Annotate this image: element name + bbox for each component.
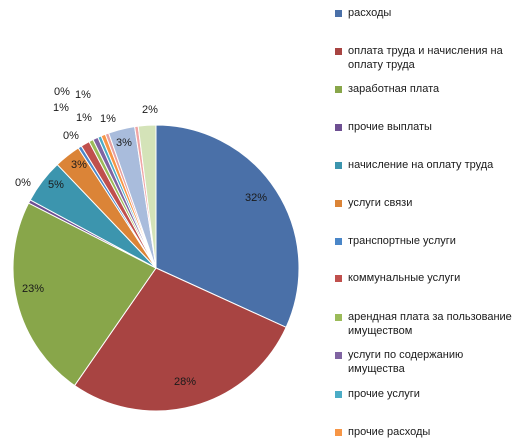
slice-data-label: 32%: [245, 192, 267, 204]
slice-data-label: 3%: [71, 159, 87, 171]
slice-data-label: 0%: [54, 86, 70, 98]
legend-label: прочие расходы: [348, 426, 431, 438]
legend-swatch: [335, 429, 342, 436]
slice-data-label: 1%: [53, 102, 69, 114]
legend-label: оплата труда и начисления на оплату труд…: [348, 45, 503, 71]
legend-swatch: [335, 275, 342, 282]
slice-data-label: 0%: [15, 177, 31, 189]
legend-label: расходы: [348, 7, 392, 19]
slice-data-label: 2%: [142, 104, 158, 116]
slice-data-label: 0%: [63, 130, 79, 142]
legend-item: прочие расходы: [335, 425, 515, 439]
legend-item: арендная плата за пользование имуществом: [335, 310, 515, 338]
legend-swatch: [335, 124, 342, 131]
legend-swatch: [335, 86, 342, 93]
pie-slice: [137, 124, 157, 269]
legend-swatch: [335, 10, 342, 17]
chart-legend: расходы оплата труда и начисления на опла…: [335, 0, 517, 446]
legend-label: прочие выплаты: [348, 121, 432, 133]
legend-swatch: [335, 48, 342, 55]
legend-item: прочие выплаты: [335, 120, 515, 134]
legend-label: услуги связи: [348, 197, 413, 209]
slice-data-label: 23%: [22, 283, 44, 295]
legend-item: расходы: [335, 6, 515, 20]
legend-swatch: [335, 391, 342, 398]
slice-data-label: 5%: [48, 179, 64, 191]
slice-data-label: 1%: [100, 113, 116, 125]
legend-item: транспортные услуги: [335, 234, 515, 248]
slice-data-label: 3%: [116, 137, 132, 149]
legend-item: прочие услуги: [335, 387, 515, 401]
legend-label: услуги по содержанию имущества: [348, 349, 464, 375]
legend-label: коммунальные услуги: [348, 272, 461, 284]
legend-swatch: [335, 314, 342, 321]
legend-item: оплата труда и начисления на оплату труд…: [335, 44, 515, 72]
legend-swatch: [335, 162, 342, 169]
pie-slice: [12, 202, 157, 387]
legend-swatch: [335, 352, 342, 359]
pie-slice: [73, 267, 287, 412]
legend-item: начисление на оплату труда: [335, 158, 515, 172]
pie-slice: [155, 124, 300, 328]
legend-item: заработная плата: [335, 82, 515, 96]
legend-item: услуги связи: [335, 196, 515, 210]
legend-label: начисление на оплату труда: [348, 159, 494, 171]
legend-item: коммунальные услуги: [335, 271, 515, 285]
legend-swatch: [335, 200, 342, 207]
legend-label: прочие услуги: [348, 388, 420, 400]
legend-label: транспортные услуги: [348, 235, 456, 247]
legend-swatch: [335, 238, 342, 245]
legend-item: услуги по содержанию имущества: [335, 348, 515, 376]
slice-data-label: 1%: [76, 112, 92, 124]
slice-data-label: 1%: [75, 89, 91, 101]
legend-label: арендная плата за пользование имуществом: [348, 311, 512, 337]
slice-data-label: 28%: [174, 376, 196, 388]
pie-chart: 32%28%23%0% 5%3%0%1%1%1%0%1%3%2%: [12, 86, 300, 412]
legend-label: заработная плата: [348, 83, 440, 95]
